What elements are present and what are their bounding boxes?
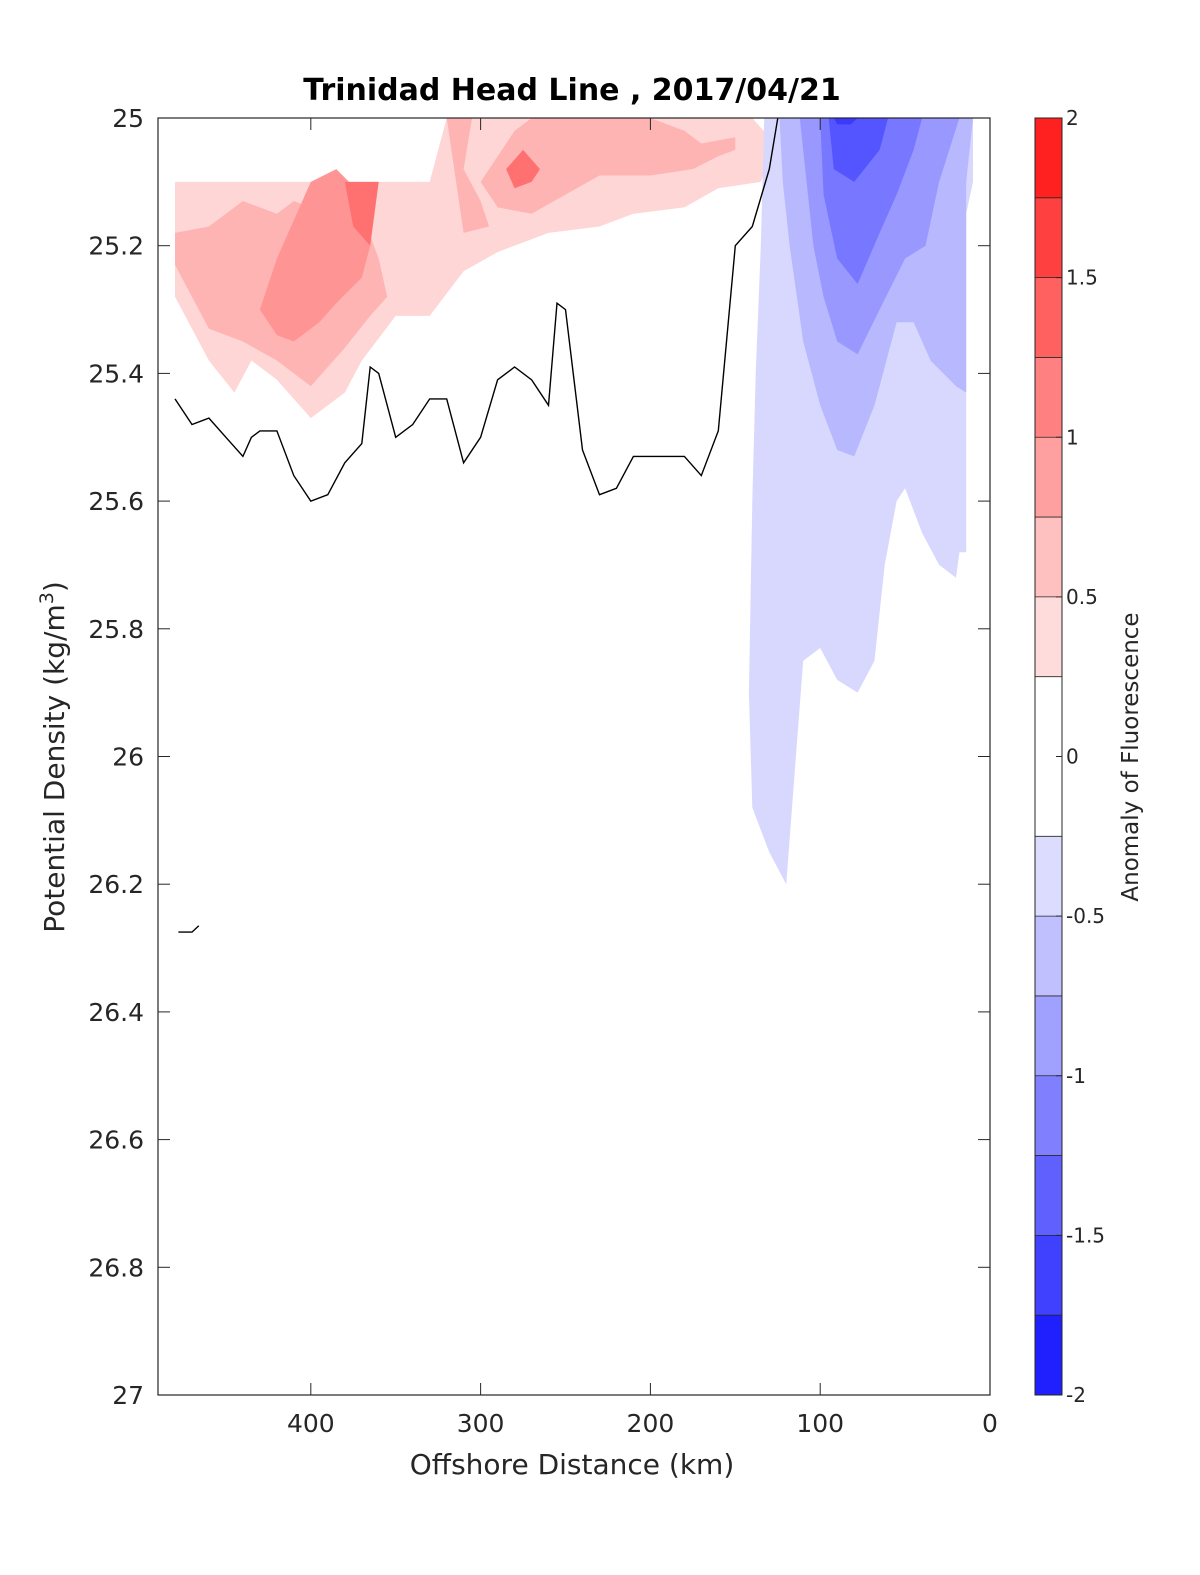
colorbar-swatch [1035,995,1062,1076]
colorbar-tick-label: -1 [1066,1064,1086,1088]
contour-region-12 [833,118,858,125]
colorbar-ticks: 2 1.5 1 0.5 0 -0.5 -1 -1.5 -2 [1056,106,1105,1407]
y-tick-label: 26.2 [88,870,144,899]
y-axis-label: Potential Density (kg/m3) [36,581,71,933]
x-tick-label: 400 [287,1409,335,1438]
colorbar-tick-label: 0.5 [1066,585,1098,609]
y-tick-label: 26.6 [88,1126,144,1155]
y-tick-label: 25.6 [88,487,144,516]
colorbar-swatch [1035,916,1062,996]
colorbar-tick-label: -2 [1066,1383,1086,1407]
colorbar: 2 1.5 1 0.5 0 -0.5 -1 -1.5 -2 Anomaly of Fluores… [1034,106,1144,1407]
x-tick-label: 0 [982,1409,998,1438]
y-tick-label: 25.2 [88,232,144,261]
colorbar-tick-label: -1.5 [1066,1223,1105,1247]
y-axis-label-suffix: ) [38,581,71,592]
y-tick-label: 26.8 [88,1253,144,1282]
colorbar-swatch [1035,357,1062,438]
contour-region-2 [446,118,490,233]
plot-area: 400 300 200 100 0 25 25.2 25.4 25.6 25.8 26 26.2 26… [88,104,998,1438]
colorbar-swatch [1035,1315,1062,1395]
contour-line-0 [174,118,779,502]
y-tick-label: 25 [112,104,144,133]
y-axis-ticks: 25 25.2 25.4 25.6 25.8 26 26.2 26.4 26.6 26.8 27 [88,104,990,1410]
contour-region-4 [259,169,371,342]
colorbar-swatch [1035,596,1062,677]
colorbar-swatches [1035,118,1062,1395]
colorbar-swatch [1035,197,1062,278]
y-axis-label-main: Potential Density (kg/m [38,604,71,933]
colorbar-tick-label: 0 [1066,745,1079,769]
y-tick-label: 25.8 [88,615,144,644]
y-axis-label-superscript: 3 [36,592,58,604]
colorbar-swatch [1035,118,1062,198]
x-tick-label: 100 [796,1409,844,1438]
x-tick-label: 200 [627,1409,675,1438]
colorbar-swatch [1035,1075,1062,1156]
colorbar-tick-label: -0.5 [1066,904,1105,928]
y-tick-label: 26.4 [88,998,144,1027]
contour-region-6 [506,149,540,189]
contour-region-5 [344,181,379,246]
contour-region-3 [480,118,736,214]
y-tick-label: 26 [112,743,144,772]
contour-region-11 [828,118,889,182]
colorbar-tick-label: 2 [1066,106,1079,130]
x-axis-ticks: 400 300 200 100 0 [287,118,998,1438]
x-tick-label: 300 [457,1409,505,1438]
colorbar-swatch [1035,437,1062,518]
colorbar-swatch [1035,517,1062,597]
colorbar-swatch [1035,277,1062,358]
x-axis-label: Offshore Distance (km) [410,1448,735,1481]
contour-line-1 [178,925,200,933]
chart-title: Trinidad Head Line , 2017/04/21 [303,73,840,108]
colorbar-tick-label: 1.5 [1066,266,1098,290]
y-tick-label: 25.4 [88,359,144,388]
filled-contour-regions [175,118,973,885]
colorbar-swatch [1035,1155,1062,1236]
y-tick-label: 27 [112,1381,144,1410]
colorbar-tick-label: 1 [1066,425,1079,449]
zero-contour-lines [174,118,779,933]
colorbar-swatch [1035,836,1062,917]
colorbar-swatch [1035,1235,1062,1316]
colorbar-label: Anomaly of Fluorescence [1118,612,1144,901]
